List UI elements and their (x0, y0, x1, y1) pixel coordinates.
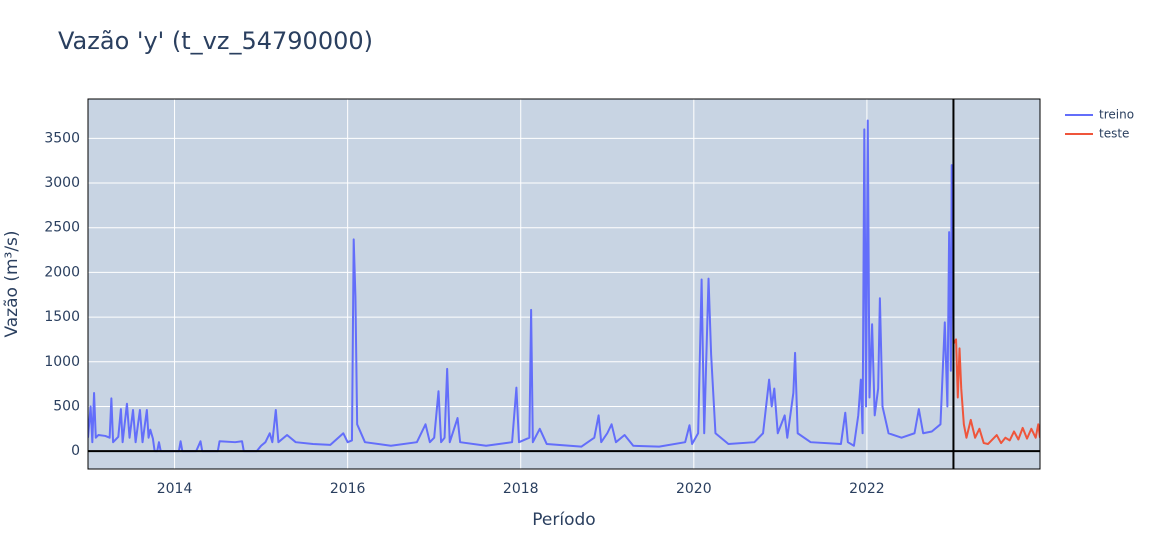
plot-area (88, 99, 1040, 469)
x-tick-label: 2020 (676, 481, 712, 497)
y-tick-label: 3000 (44, 175, 80, 191)
x-tick-label: 2014 (157, 481, 193, 497)
chart-title: Vazão 'y' (t_vz_54790000) (58, 27, 373, 55)
y-tick-label: 0 (71, 443, 80, 459)
y-tick-label: 1500 (44, 309, 80, 325)
y-tick-label: 2500 (44, 220, 80, 236)
legend-label: treino (1099, 108, 1134, 122)
plot-frame (87, 98, 1041, 470)
x-axis-title: Período (532, 510, 595, 530)
x-tick-label: 2016 (330, 481, 366, 497)
y-tick-label: 500 (53, 398, 80, 414)
x-tick-label: 2022 (849, 481, 885, 497)
x-tick-label: 2018 (503, 481, 539, 497)
y-axis-title: Vazão (m³/s) (2, 230, 22, 337)
series-line (952, 338, 1040, 445)
plot-lines (88, 119, 1040, 453)
y-tick-label: 1000 (44, 354, 80, 370)
y-tick-label: 3500 (44, 130, 80, 146)
y-tick-label: 2000 (44, 264, 80, 280)
legend-label: teste (1099, 127, 1129, 141)
